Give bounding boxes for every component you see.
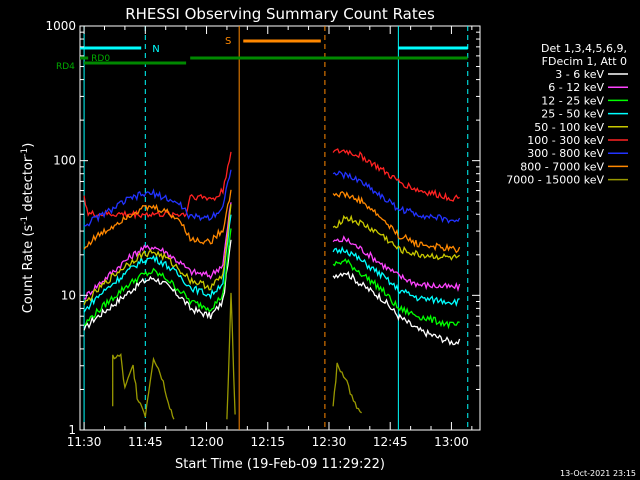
x-tick-label-2: 12:00 xyxy=(189,435,224,449)
legend-label-0: 3 - 6 keV xyxy=(555,68,604,81)
y-axis-label-sup-2: -1 xyxy=(20,148,30,157)
y-tick-label-1: 10 xyxy=(61,288,76,302)
legend-label-2: 12 - 25 keV xyxy=(541,94,604,107)
saa-label: S xyxy=(225,36,231,47)
legend-header-1: FDecim 1, Att 0 xyxy=(542,55,627,68)
plot-border xyxy=(79,25,481,431)
legend-header-0: Det 1,3,4,5,6,9, xyxy=(541,42,627,55)
y-axis-label-tail: detector xyxy=(21,156,36,216)
x-tick-label-4: 12:30 xyxy=(312,435,347,449)
legend-label-4: 50 - 100 keV xyxy=(534,121,604,134)
series-line-8 xyxy=(112,292,362,420)
series-line-0 xyxy=(83,239,461,346)
status-bars: N S RD0 RD4 xyxy=(56,36,468,72)
y-tick-label-2: 100 xyxy=(53,154,76,168)
x-tick-label-5: 12:45 xyxy=(373,435,408,449)
legend-label-5: 100 - 300 keV xyxy=(527,134,604,147)
legend-label-6: 300 - 800 keV xyxy=(527,147,604,160)
legend-label-1: 6 - 12 keV xyxy=(548,81,604,94)
y-axis-label-close: ) xyxy=(21,143,36,148)
legend-label-7: 800 - 7000 keV xyxy=(520,160,604,173)
timestamp: 13-Oct-2021 23:15 xyxy=(560,469,636,478)
rdo-label: RD0 xyxy=(91,54,110,64)
vertical-markers xyxy=(83,26,469,430)
series-line-3 xyxy=(83,214,460,313)
series-line-2 xyxy=(83,228,460,330)
x-tick-label-1: 11:45 xyxy=(128,435,163,449)
y-ticks: 1 10 100 1000 xyxy=(45,19,480,437)
legend-label-8: 7000 - 15000 keV xyxy=(506,174,604,187)
series-line-7 xyxy=(83,189,461,254)
chart-title: RHESSI Observing Summary Count Rates xyxy=(125,5,435,23)
x-tick-label-3: 12:15 xyxy=(250,435,285,449)
x-tick-label-6: 13:00 xyxy=(434,435,469,449)
y-axis-label: Count Rate (s-1 detector-1) xyxy=(20,143,36,314)
y-tick-label-3: 1000 xyxy=(45,19,76,33)
x-axis-label: Start Time (19-Feb-09 11:29:22) xyxy=(175,457,385,472)
night-label: N xyxy=(152,44,159,55)
y-tick-label-0: 1 xyxy=(68,423,76,437)
series-line-6 xyxy=(83,169,461,227)
y-axis-label-main: Count Rate (s xyxy=(21,225,36,314)
series-line-5 xyxy=(83,148,460,220)
x-tick-label-0: 11:30 xyxy=(67,435,102,449)
plot-frame xyxy=(79,25,481,431)
rd4-label: RD4 xyxy=(56,62,75,72)
y-axis-label-sup: -1 xyxy=(20,216,30,225)
legend: Det 1,3,4,5,6,9,FDecim 1, Att 03 - 6 keV… xyxy=(506,42,628,187)
series-lines xyxy=(83,148,461,420)
series-line-1 xyxy=(83,202,461,301)
series-line-4 xyxy=(83,204,461,306)
legend-label-3: 25 - 50 keV xyxy=(541,108,604,121)
x-ticks: 11:30 11:45 12:00 12:15 12:30 12:45 13:00 xyxy=(67,26,473,449)
